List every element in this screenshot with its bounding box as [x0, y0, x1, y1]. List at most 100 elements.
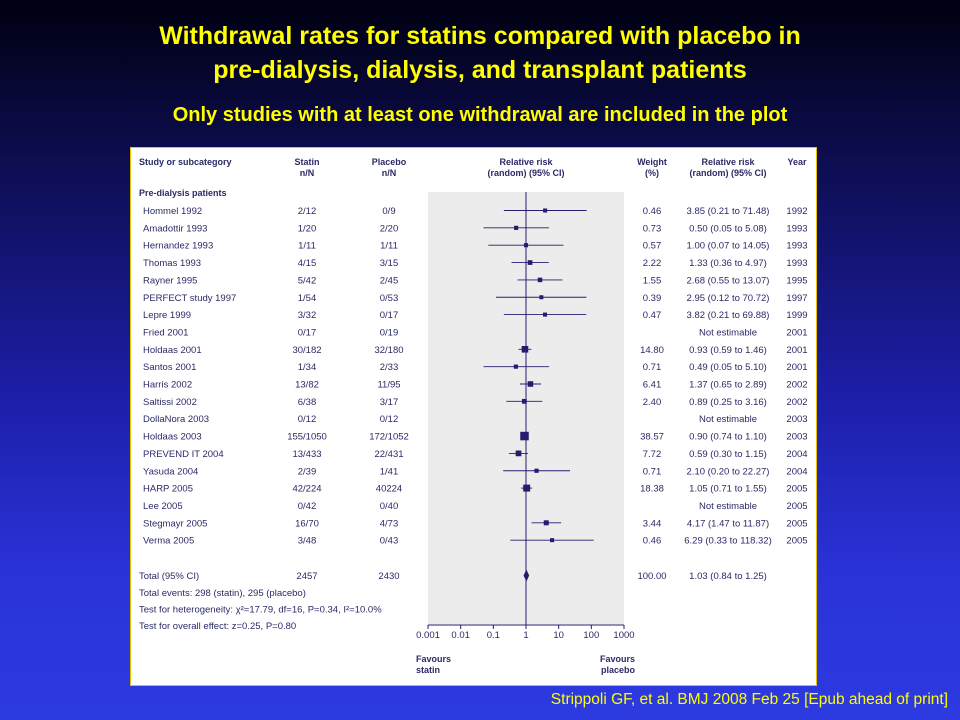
- statin-events: 1/34: [298, 362, 317, 373]
- study-name: Amadottir 1993: [143, 223, 207, 234]
- effect-marker: [543, 520, 549, 526]
- header-weight: Weight: [637, 157, 667, 167]
- study-weight: 2.22: [643, 258, 662, 269]
- header-statin-n: n/N: [300, 168, 315, 178]
- placebo-events: 0/12: [380, 414, 399, 425]
- study-name: Santos 2001: [143, 362, 196, 373]
- study-name: Holdaas 2003: [143, 432, 202, 443]
- study-year: 2004: [786, 449, 807, 460]
- statin-events: 30/182: [292, 345, 321, 356]
- footnote: Test for overall effect: z=0.25, P=0.80: [139, 621, 296, 632]
- placebo-events: 0/53: [380, 293, 399, 304]
- placebo-events: 32/180: [374, 345, 403, 356]
- placebo-events: 1/11: [380, 241, 398, 252]
- study-rr-text: 0.90 (0.74 to 1.10): [689, 432, 767, 443]
- x-tick-label: 0.1: [487, 630, 500, 641]
- favours-statin-label-1: Favours: [416, 654, 451, 664]
- header-placebo-n: n/N: [382, 168, 397, 178]
- x-tick-label: 10: [553, 630, 564, 641]
- x-tick-label: 1000: [613, 630, 634, 641]
- study-name: PERFECT study 1997: [143, 293, 236, 304]
- study-rr-text: 0.93 (0.59 to 1.46): [689, 345, 767, 356]
- study-name: Lee 2005: [143, 501, 183, 512]
- study-name: Hernandez 1993: [143, 241, 213, 252]
- placebo-events: 0/19: [380, 327, 399, 338]
- study-rr-text: 1.05 (0.71 to 1.55): [689, 484, 767, 495]
- study-name: Harris 2002: [143, 380, 192, 391]
- study-weight: 18.38: [640, 484, 664, 495]
- study-rr-text: 0.49 (0.05 to 5.10): [689, 362, 767, 373]
- study-year: 1995: [786, 275, 807, 286]
- favours-placebo-label-2: placebo: [601, 665, 636, 675]
- study-weight: 1.55: [643, 275, 662, 286]
- study-name: Thomas 1993: [143, 258, 201, 269]
- effect-marker: [537, 277, 543, 283]
- study-year: 2001: [786, 345, 807, 356]
- statin-events: 155/1050: [287, 432, 327, 443]
- statin-events: 13/82: [295, 380, 319, 391]
- study-year: 1992: [786, 206, 807, 217]
- study-weight: 0.47: [643, 310, 662, 321]
- study-weight: 0.71: [643, 466, 662, 477]
- header-weight-pct: (%): [645, 168, 659, 178]
- study-weight: 0.57: [643, 241, 662, 252]
- study-rr-text: 6.29 (0.33 to 118.32): [684, 536, 772, 547]
- study-weight: 6.41: [643, 380, 662, 391]
- study-rr-text: 0.50 (0.05 to 5.08): [689, 223, 767, 234]
- statin-events: 16/70: [295, 518, 319, 529]
- study-name: Saltissi 2002: [143, 397, 197, 408]
- study-year: 1993: [786, 241, 807, 252]
- total-weight: 100.00: [637, 571, 666, 582]
- effect-marker: [527, 381, 534, 387]
- statin-events: 0/42: [298, 501, 317, 512]
- study-rr-text: 3.82 (0.21 to 69.88): [687, 310, 770, 321]
- study-weight: 7.72: [643, 449, 662, 460]
- favours-statin-label-2: statin: [416, 665, 440, 675]
- placebo-events: 4/73: [380, 518, 399, 529]
- study-rr-text: 0.59 (0.30 to 1.15): [689, 449, 767, 460]
- study-year: 2002: [786, 397, 807, 408]
- study-year: 2005: [786, 484, 807, 495]
- footnote: Test for heterogeneity: χ²=17.79, df=16,…: [139, 605, 382, 616]
- study-rr-text: 1.37 (0.65 to 2.89): [689, 380, 767, 391]
- study-rr-text: 1.33 (0.36 to 4.97): [689, 258, 767, 269]
- x-tick-label: 0.01: [451, 630, 470, 641]
- header-placebo: Placebo: [372, 157, 407, 167]
- placebo-events: 40224: [376, 484, 402, 495]
- study-rr-text: 1.00 (0.07 to 14.05): [687, 241, 770, 252]
- study-name: Lepre 1999: [143, 310, 191, 321]
- total-rr-text: 1.03 (0.84 to 1.25): [689, 571, 767, 582]
- statin-events: 1/54: [298, 293, 317, 304]
- total-placebo: 2430: [378, 571, 399, 582]
- study-rr-text: 4.17 (1.47 to 11.87): [687, 518, 769, 529]
- effect-marker: [521, 398, 527, 404]
- slide-subtitle: Only studies with at least one withdrawa…: [172, 104, 788, 126]
- effect-marker: [523, 484, 531, 492]
- effect-marker: [513, 364, 518, 369]
- effect-marker: [543, 208, 548, 213]
- placebo-events: 22/431: [374, 449, 403, 460]
- study-name: Verma 2005: [143, 536, 194, 547]
- x-tick-label: 100: [583, 630, 599, 641]
- study-rr-text: 2.10 (0.20 to 22.27): [687, 466, 770, 477]
- placebo-events: 1/41: [380, 466, 399, 477]
- study-name: Rayner 1995: [143, 275, 197, 286]
- header-relative-risk-plot-ci: (random) (95% CI): [487, 168, 564, 178]
- statin-events: 1/20: [298, 223, 317, 234]
- effect-marker: [520, 431, 529, 441]
- placebo-events: 2/20: [380, 223, 399, 234]
- study-rr-text: Not estimable: [699, 327, 757, 338]
- favours-placebo-label-1: Favours: [600, 654, 635, 664]
- placebo-events: 0/40: [380, 501, 399, 512]
- forest-plot-panel: Study or subcategory Statin n/N Placebo n/N R…: [130, 147, 817, 686]
- study-name: HARP 2005: [143, 484, 193, 495]
- placebo-events: 3/15: [380, 258, 399, 269]
- study-rr-text: Not estimable: [699, 414, 757, 425]
- study-weight: 0.73: [643, 223, 662, 234]
- placebo-events: 0/43: [380, 536, 399, 547]
- statin-events: 5/42: [298, 275, 317, 286]
- study-year: 2002: [786, 380, 807, 391]
- statin-events: 3/48: [298, 536, 317, 547]
- study-weight: 38.57: [640, 432, 664, 443]
- study-weight: 0.39: [643, 293, 662, 304]
